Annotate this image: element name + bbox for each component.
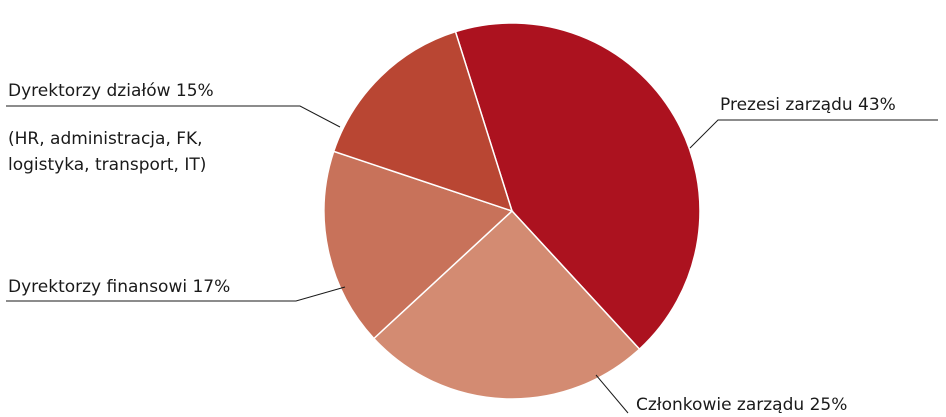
leader-line-3 xyxy=(6,286,346,302)
leader-lines xyxy=(6,105,938,414)
slice-labels: Prezesi zarządu 43% Członkowie zarządu 25… xyxy=(8,81,896,415)
slice-note-line-1: (HR, administracja, FK, xyxy=(8,129,203,149)
pie-slice-2 xyxy=(372,209,641,400)
slice-label-3: Dyrektorzy finansowi 17% xyxy=(8,277,230,297)
leader-line-4 xyxy=(6,105,341,128)
pie-slice-3 xyxy=(323,150,514,340)
leader-line-2 xyxy=(595,374,629,414)
pie-slices xyxy=(323,22,701,400)
slice-note-line-2: logistyka, transport, IT) xyxy=(8,155,206,175)
slice-label-1: Prezesi zarządu 43% xyxy=(720,95,896,115)
slice-label-2: Członkowie zarządu 25% xyxy=(636,395,847,415)
leader-line-1 xyxy=(689,119,938,149)
pie-slice-1 xyxy=(454,22,701,351)
slice-label-4: Dyrektorzy działów 15% xyxy=(8,81,214,101)
pie-slice-4 xyxy=(332,30,514,213)
